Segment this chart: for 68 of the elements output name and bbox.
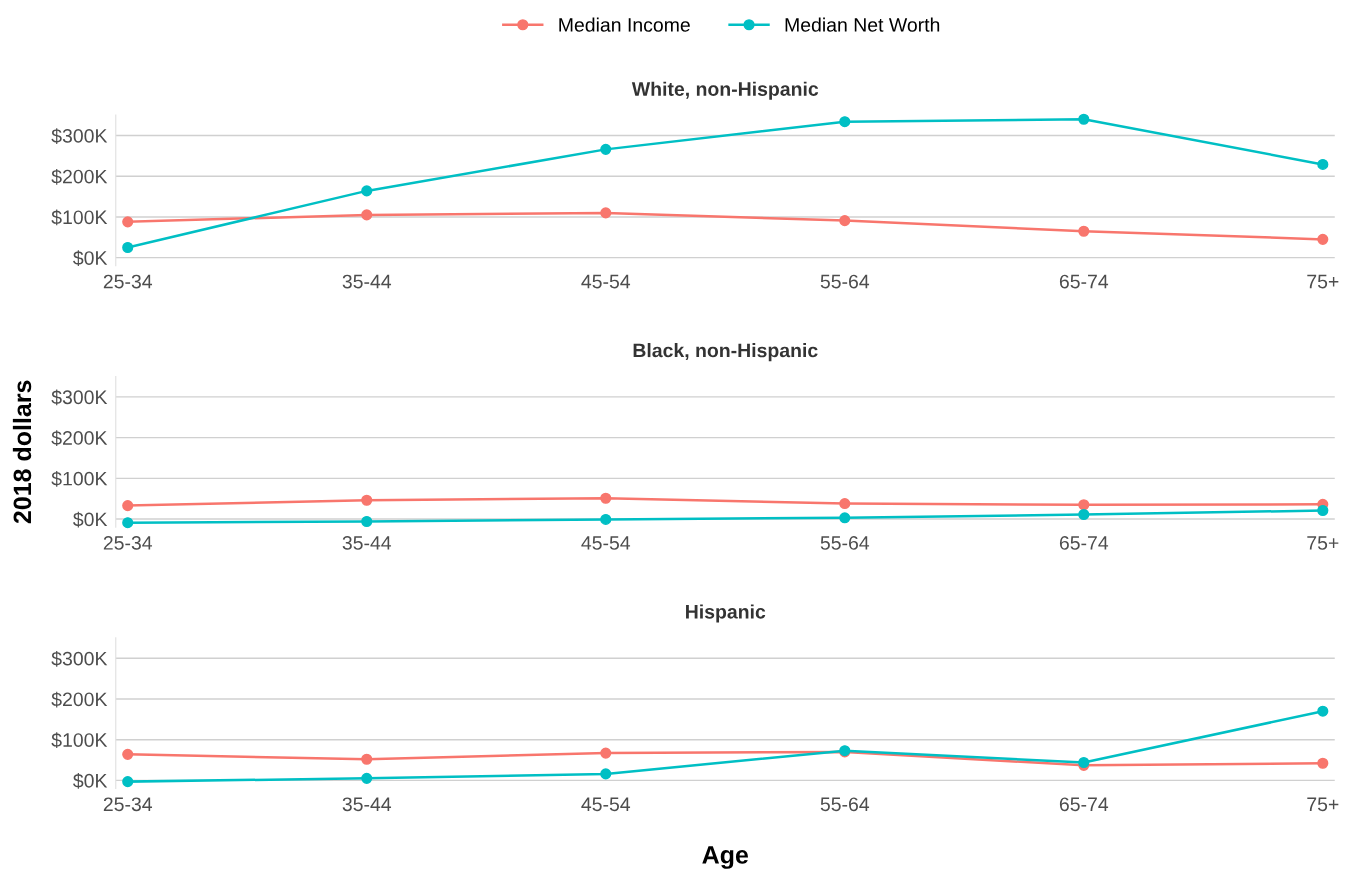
x-tick-label: 75+ [1307, 536, 1339, 550]
point [122, 500, 134, 512]
y-tick-label: $200K [51, 430, 108, 447]
point [839, 512, 851, 524]
x-tick-label: 25-34 [103, 274, 153, 289]
y-tick-label: $300K [51, 128, 108, 144]
x-tick-label: 65-74 [1059, 797, 1109, 812]
y-tick-label: $0K [73, 773, 108, 789]
point [361, 185, 373, 197]
y-axis-title: 2018 dollars [12, 380, 32, 524]
point [361, 494, 373, 506]
chart-title: White, non-Hispanic [631, 81, 819, 100]
point [600, 768, 612, 780]
x-tick-label: 65-74 [1059, 536, 1109, 550]
x-axis-title: Age [702, 846, 749, 869]
x-tick-label: 25-34 [103, 536, 153, 550]
x-tick-label: 25-34 [103, 797, 153, 812]
point [600, 207, 612, 219]
x-tick-label: 55-64 [820, 536, 870, 550]
x-tick-label: 55-64 [820, 274, 870, 289]
point [839, 498, 851, 510]
y-tick-label: $0K [73, 511, 108, 528]
point [1317, 158, 1329, 170]
point [1317, 233, 1329, 245]
y-tick-label: $100K [51, 732, 108, 749]
x-tick-label: 45-54 [581, 274, 631, 289]
x-tick-label: 75+ [1307, 797, 1339, 812]
point [1078, 225, 1090, 237]
point [1317, 504, 1329, 517]
x-tick-label: 65-74 [1059, 274, 1109, 289]
x-tick-label: 45-54 [581, 797, 631, 812]
y-tick-label: $100K [51, 209, 108, 226]
point [361, 209, 373, 221]
point [1078, 508, 1090, 521]
point [600, 747, 612, 759]
y-tick-label: $200K [51, 168, 108, 185]
point [122, 748, 134, 760]
point [600, 492, 612, 504]
x-tick-label: 35-44 [342, 536, 392, 550]
x-tick-label: 55-64 [820, 797, 870, 812]
x-tick-label: 35-44 [342, 274, 392, 289]
point [122, 216, 134, 228]
point [122, 241, 134, 254]
legend-label: Median Net Worth [785, 17, 940, 32]
x-tick-label: 35-44 [342, 797, 392, 812]
point [1078, 113, 1090, 125]
y-tick-label: $200K [51, 691, 108, 708]
point [839, 215, 851, 227]
point [839, 116, 851, 128]
point [361, 772, 373, 784]
chart-title: Black, non-Hispanic [633, 343, 818, 362]
point [122, 776, 134, 788]
x-tick-label: 45-54 [581, 536, 631, 550]
point [1317, 705, 1329, 717]
x-tick-label: 75+ [1307, 274, 1339, 289]
point [1078, 499, 1090, 511]
y-tick-label: $300K [51, 389, 108, 406]
y-tick-label: $0K [73, 250, 108, 267]
point [361, 515, 373, 528]
point [1317, 757, 1329, 769]
point [600, 513, 612, 525]
point [361, 753, 373, 765]
point [122, 517, 134, 529]
legend-label: Median Income [559, 17, 690, 32]
chart-title: Hispanic [686, 604, 766, 623]
y-tick-label: $300K [51, 650, 108, 667]
y-tick-label: $100K [51, 470, 108, 487]
point [600, 143, 612, 155]
